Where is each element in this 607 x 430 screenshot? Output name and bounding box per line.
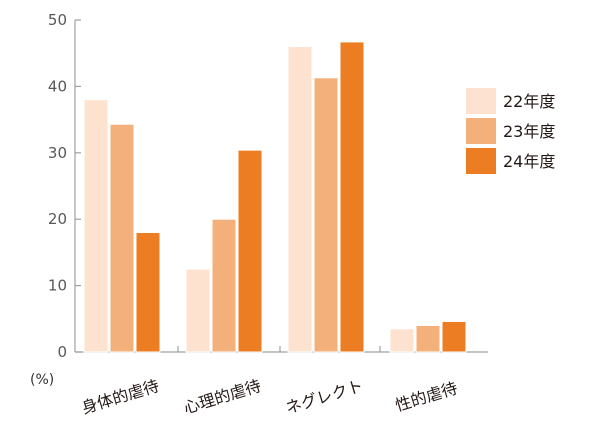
legend: 22年度 23年度 24年度 bbox=[466, 88, 555, 174]
y-tick-label: 40 bbox=[48, 77, 67, 95]
legend-swatch bbox=[466, 88, 496, 114]
legend-label: 23年度 bbox=[503, 122, 555, 141]
category-labels: 身体的虐待 心理的虐待 ネグレクト 性的虐待 bbox=[79, 376, 459, 418]
y-axis: 0 10 20 30 40 50 bbox=[48, 11, 81, 361]
y-tick-label: 50 bbox=[48, 11, 67, 29]
category-label: ネグレクト bbox=[283, 376, 365, 418]
bar bbox=[389, 328, 415, 353]
y-unit-label: (%) bbox=[30, 372, 54, 388]
bar bbox=[185, 268, 211, 353]
legend-swatch bbox=[466, 118, 496, 144]
category-label: 性的虐待 bbox=[393, 378, 460, 415]
bar bbox=[109, 123, 135, 353]
legend-label: 24年度 bbox=[503, 152, 555, 171]
bar bbox=[441, 320, 467, 353]
bars bbox=[83, 41, 467, 353]
category-label: 心理的虐待 bbox=[181, 376, 263, 418]
y-tick-label: 0 bbox=[57, 343, 67, 361]
bar bbox=[135, 231, 161, 353]
y-tick-label: 10 bbox=[48, 277, 67, 295]
y-tick-label: 30 bbox=[48, 144, 67, 162]
legend-label: 22年度 bbox=[503, 92, 555, 111]
legend-swatch bbox=[466, 148, 496, 174]
bar bbox=[339, 41, 365, 353]
bar bbox=[287, 46, 313, 353]
bar bbox=[313, 77, 339, 353]
y-tick-label: 20 bbox=[48, 210, 67, 228]
category-label: 身体的虐待 bbox=[79, 376, 161, 418]
bar bbox=[237, 149, 263, 353]
bar bbox=[211, 218, 237, 353]
bar bbox=[415, 324, 441, 353]
bar bbox=[83, 99, 109, 353]
